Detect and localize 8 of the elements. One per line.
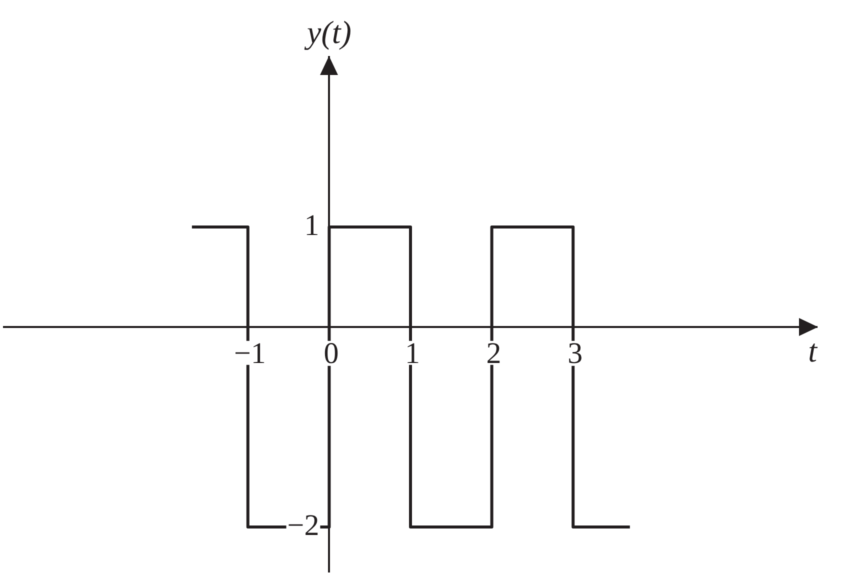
x-tick-label: 3 (568, 336, 583, 370)
x-tick-label: 1 (405, 336, 420, 370)
x-tick-label: −1 (234, 336, 266, 370)
x-tick-label: 2 (486, 336, 502, 370)
y-axis-title: y(t) (304, 14, 352, 50)
y-tick-label: −2 (287, 508, 320, 542)
x-tick-label: 0 (324, 336, 339, 370)
x-axis-title: t (808, 332, 818, 368)
